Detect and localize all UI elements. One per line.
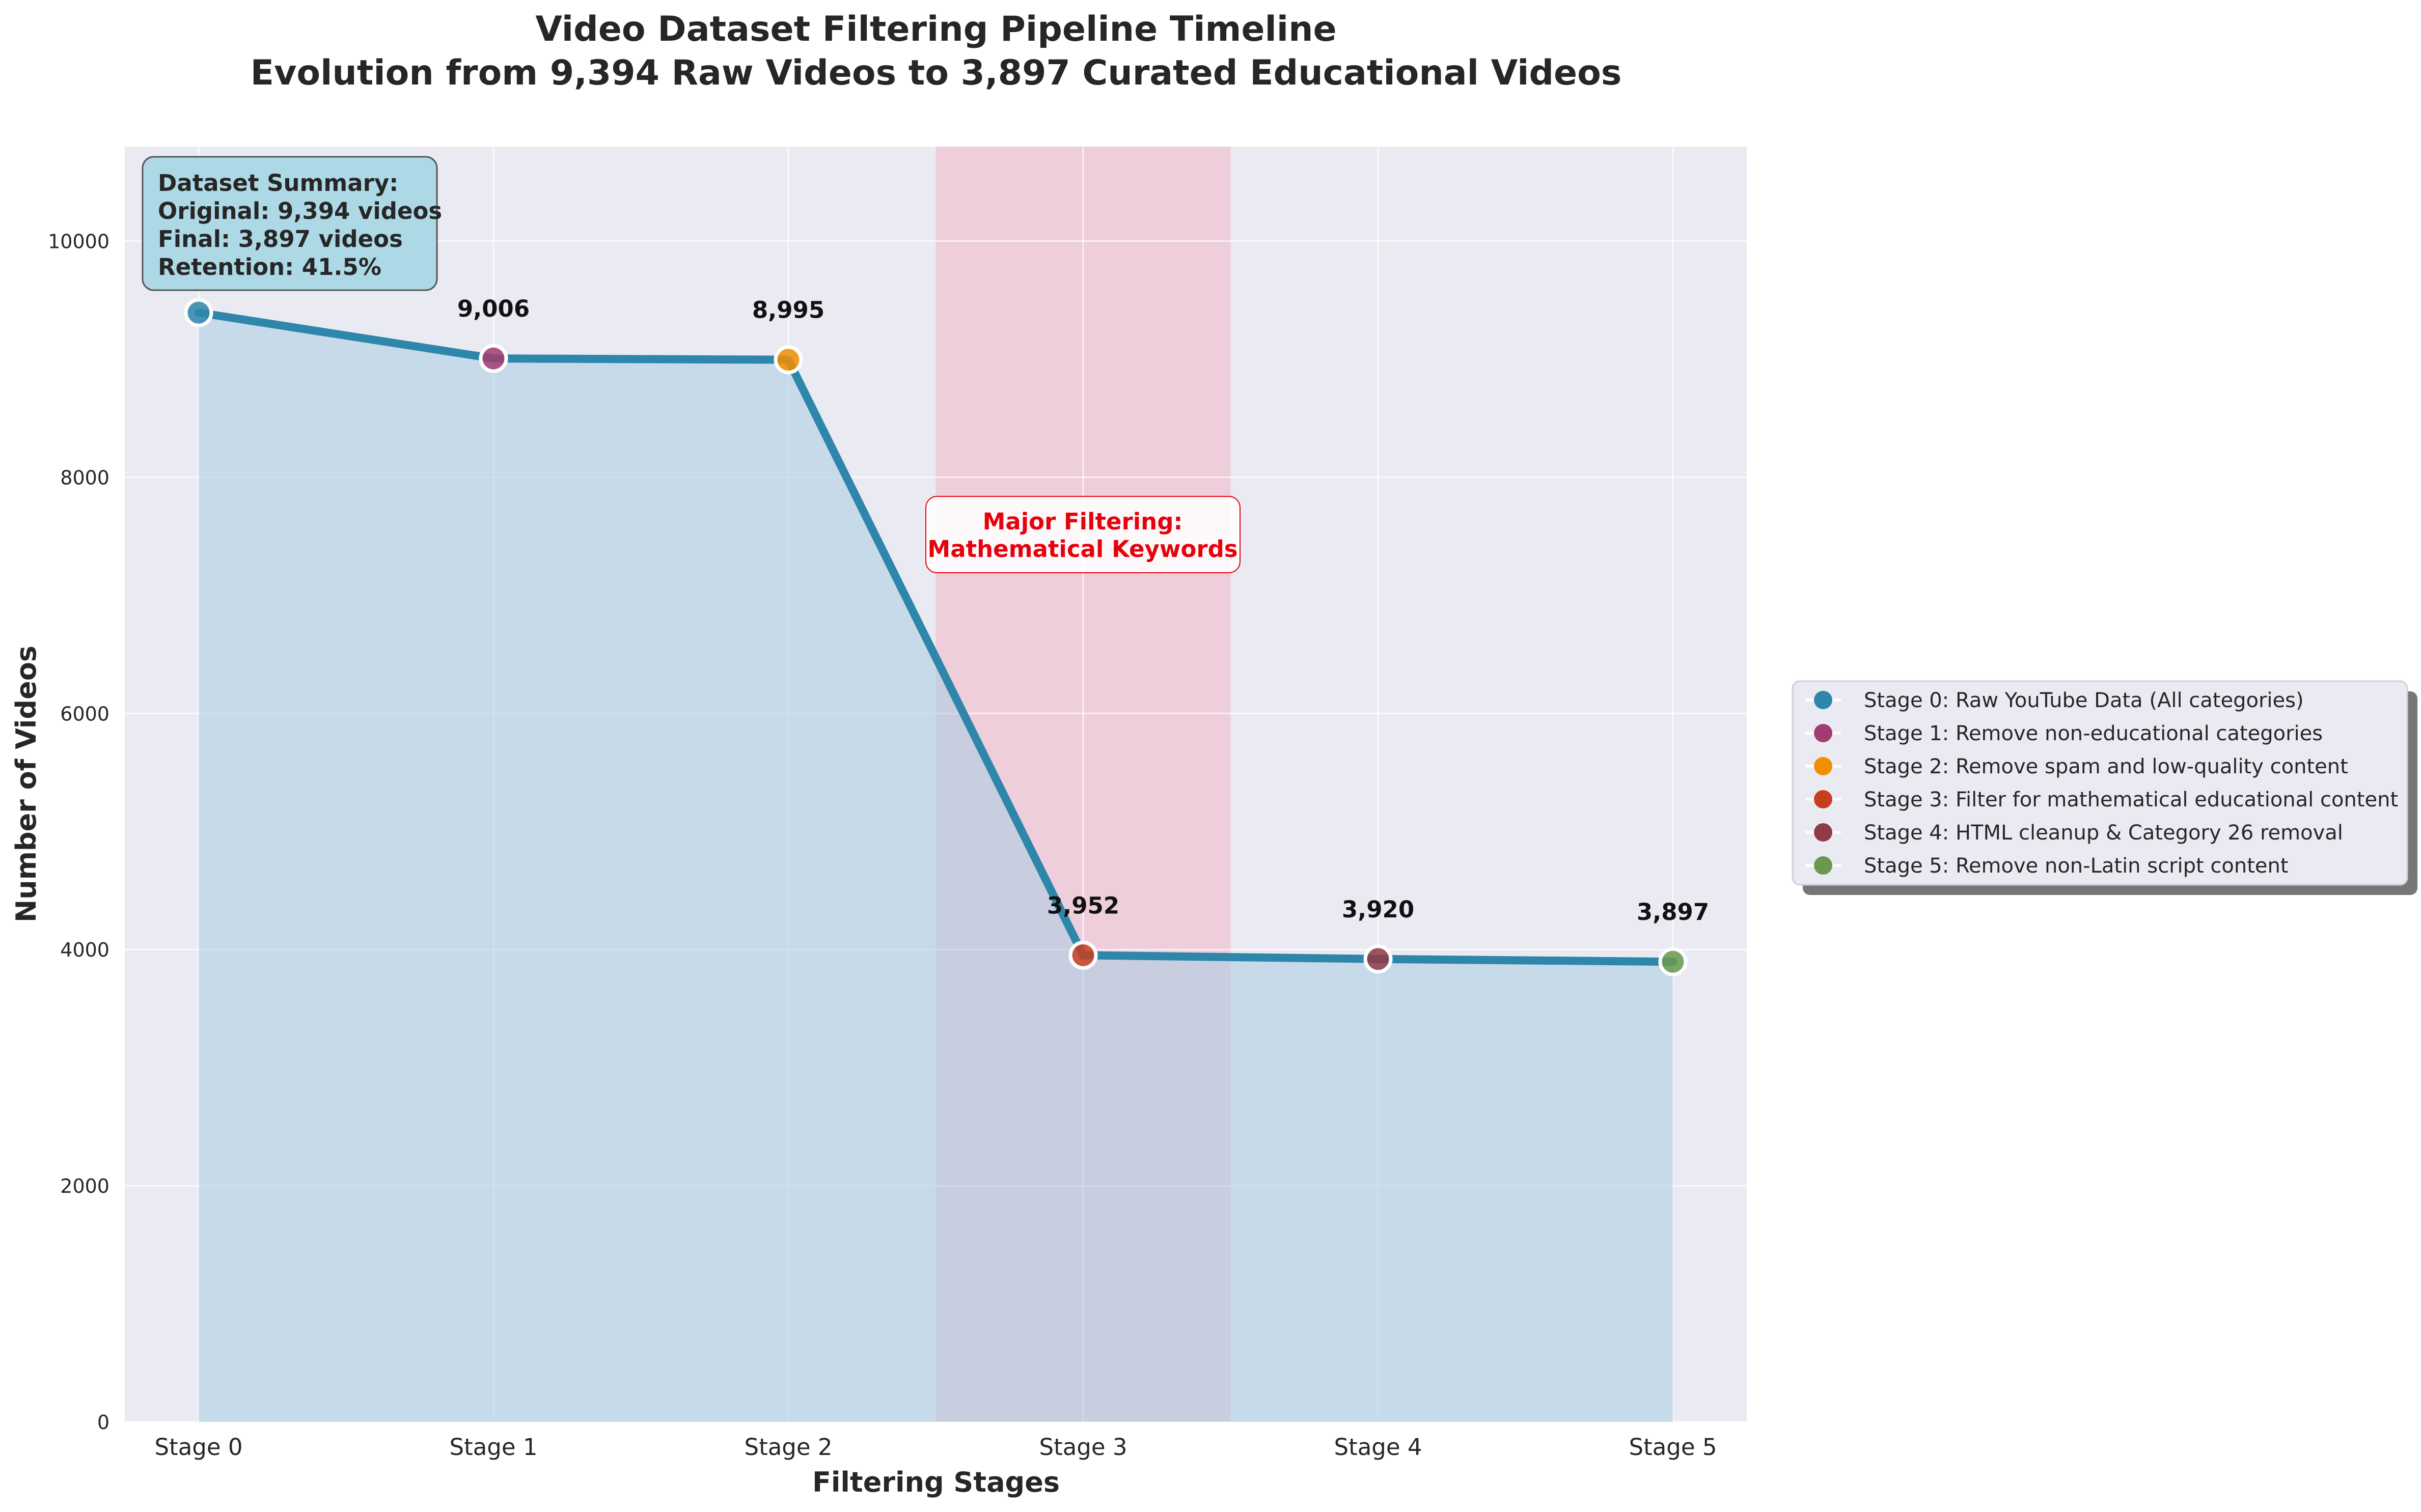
legend-marker	[1814, 790, 1832, 808]
legend-label: Stage 1: Remove non-educational categori…	[1864, 722, 2323, 745]
legend-marker	[1814, 691, 1832, 709]
legend-entry: Stage 4: HTML cleanup & Category 26 remo…	[1805, 821, 2343, 845]
annotation-line: Mathematical Keywords	[927, 536, 1237, 563]
data-point-marker	[184, 298, 213, 327]
legend-marker	[1814, 757, 1832, 775]
dataset-summary-box: Dataset Summary: Original: 9,394 videos …	[142, 156, 442, 291]
y-tick-label: 4000	[60, 939, 109, 961]
x-tick-label: Stage 0	[155, 1434, 243, 1461]
data-label: 3,952	[1047, 892, 1119, 919]
x-tick-label: Stage 5	[1629, 1434, 1717, 1461]
chart-subtitle: Evolution from 9,394 Raw Videos to 3,897…	[251, 53, 1622, 93]
summary-line: Dataset Summary:	[158, 170, 398, 197]
data-label: 3,920	[1342, 896, 1414, 923]
legend-label: Stage 4: HTML cleanup & Category 26 remo…	[1864, 821, 2343, 845]
summary-line: Original: 9,394 videos	[158, 198, 442, 225]
chart-title: Video Dataset Filtering Pipeline Timelin…	[535, 9, 1336, 49]
major-filtering-annotation: Major Filtering: Mathematical Keywords	[925, 496, 1241, 573]
area-fill	[199, 313, 1673, 1422]
data-markers	[184, 298, 1688, 976]
data-point-marker	[1068, 940, 1098, 970]
data-point-marker	[1363, 944, 1393, 974]
data-point-marker	[774, 345, 803, 375]
data-label: 3,897	[1637, 899, 1709, 926]
legend-entry: Stage 1: Remove non-educational categori…	[1805, 722, 2323, 745]
legend-label: Stage 0: Raw YouTube Data (All categorie…	[1864, 689, 2304, 712]
legend-marker	[1814, 823, 1832, 842]
annotation-line: Major Filtering:	[983, 508, 1183, 535]
y-tick-label: 8000	[60, 466, 109, 489]
legend: Stage 0: Raw YouTube Data (All categorie…	[1792, 680, 2417, 895]
legend-entry: Stage 5: Remove non-Latin script content	[1805, 854, 2289, 878]
legend-label: Stage 2: Remove spam and low-quality con…	[1864, 755, 2348, 778]
legend-label: Stage 5: Remove non-Latin script content	[1864, 854, 2289, 878]
data-labels: 9,006 8,995 3,952 3,920 3,897	[457, 295, 1709, 926]
x-tick-label: Stage 4	[1334, 1434, 1422, 1461]
y-tick-label: 0	[97, 1411, 109, 1434]
data-label: 9,006	[457, 295, 530, 322]
data-point-marker	[1658, 947, 1688, 976]
legend-entry: Stage 0: Raw YouTube Data (All categorie…	[1805, 689, 2304, 712]
data-point-marker	[479, 344, 508, 373]
x-tick-label: Stage 3	[1039, 1434, 1127, 1461]
legend-marker	[1814, 724, 1832, 742]
y-tick-label: 2000	[60, 1175, 109, 1197]
legend-marker	[1814, 856, 1832, 875]
legend-label: Stage 3: Filter for mathematical educati…	[1864, 788, 2398, 811]
legend-entry: Stage 2: Remove spam and low-quality con…	[1805, 755, 2348, 778]
x-tick-label: Stage 2	[745, 1434, 833, 1461]
x-tick-label: Stage 1	[450, 1434, 538, 1461]
y-tick-labels: 0 2000 4000 6000 8000 10000	[48, 231, 109, 1434]
summary-line: Final: 3,897 videos	[158, 226, 403, 253]
y-axis-label: Number of Videos	[10, 646, 42, 922]
data-label: 8,995	[752, 297, 824, 324]
x-tick-labels: Stage 0 Stage 1 Stage 2 Stage 3 Stage 4 Stage…	[155, 1434, 1717, 1461]
y-tick-label: 6000	[60, 703, 109, 725]
legend-entry: Stage 3: Filter for mathematical educati…	[1805, 788, 2398, 811]
y-tick-label: 10000	[48, 231, 109, 253]
x-axis-label: Filtering Stages	[812, 1466, 1060, 1498]
series-line	[195, 309, 1677, 966]
summary-line: Retention: 41.5%	[158, 254, 381, 281]
